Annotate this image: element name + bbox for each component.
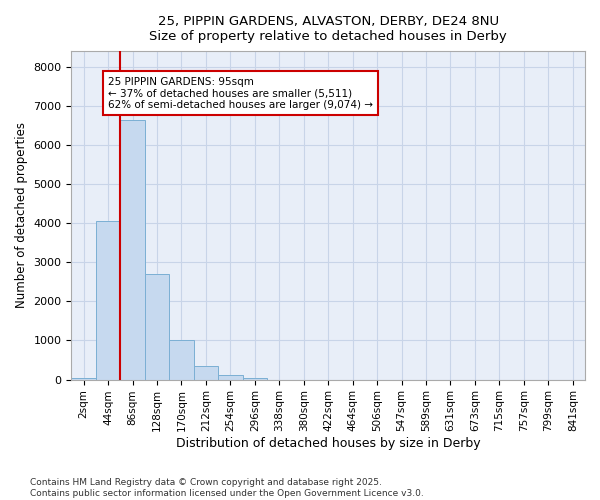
Text: 25 PIPPIN GARDENS: 95sqm
← 37% of detached houses are smaller (5,511)
62% of sem: 25 PIPPIN GARDENS: 95sqm ← 37% of detach… [108, 76, 373, 110]
Bar [194, 366, 218, 380]
Bar [71, 378, 96, 380]
Bar [218, 375, 242, 380]
Text: Contains HM Land Registry data © Crown copyright and database right 2025.
Contai: Contains HM Land Registry data © Crown c… [30, 478, 424, 498]
Bar [169, 340, 194, 380]
Bar [121, 120, 145, 380]
Bar [96, 221, 121, 380]
Bar [242, 378, 267, 380]
Bar [145, 274, 169, 380]
Y-axis label: Number of detached properties: Number of detached properties [15, 122, 28, 308]
Title: 25, PIPPIN GARDENS, ALVASTON, DERBY, DE24 8NU
Size of property relative to detac: 25, PIPPIN GARDENS, ALVASTON, DERBY, DE2… [149, 15, 507, 43]
X-axis label: Distribution of detached houses by size in Derby: Distribution of detached houses by size … [176, 437, 481, 450]
